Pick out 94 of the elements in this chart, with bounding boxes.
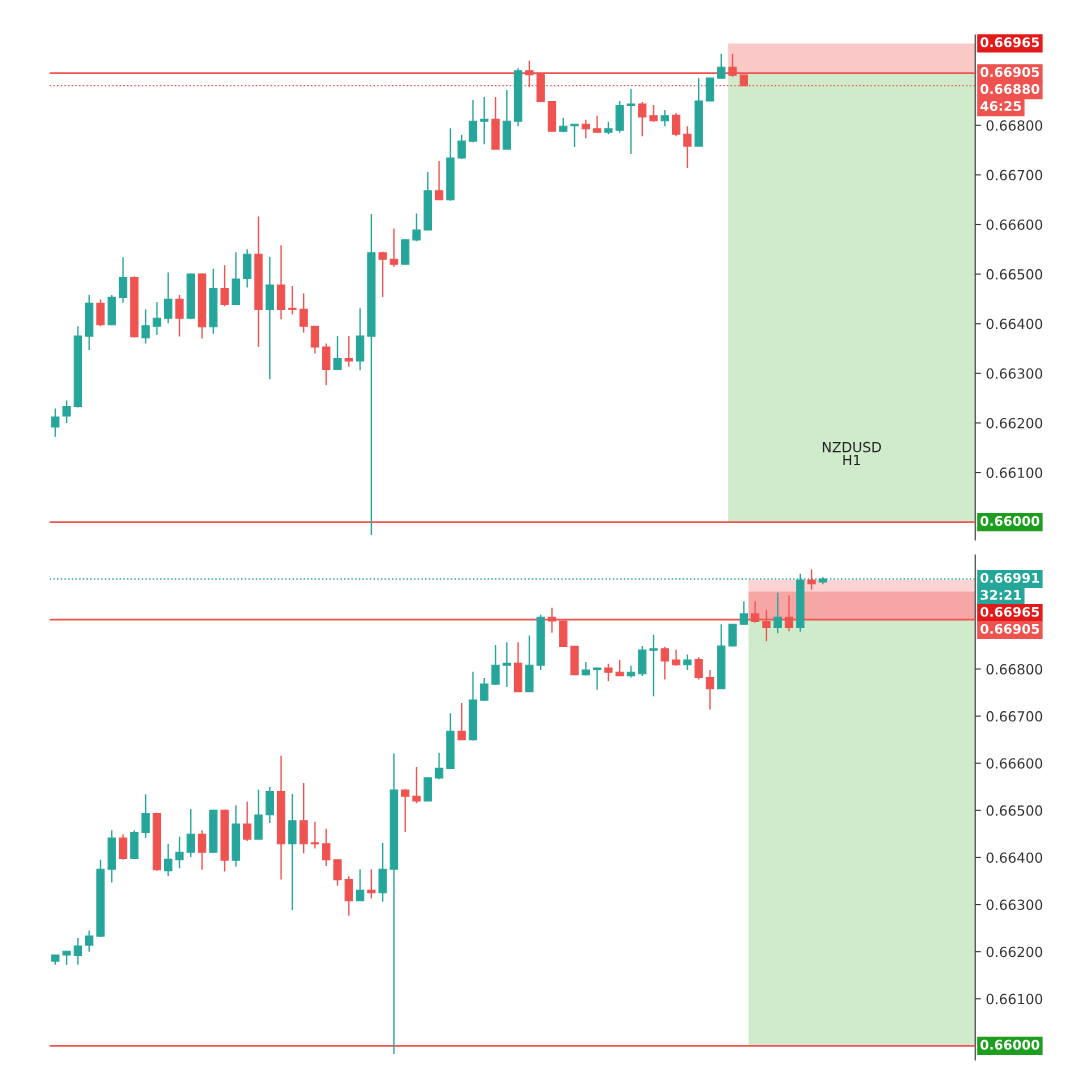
band-label: 0.66000 — [980, 515, 1040, 526]
candlestick — [638, 101, 647, 137]
y-tick-label: 0.66300 — [986, 368, 1043, 379]
candlestick — [592, 115, 602, 133]
ref-line-label: 0.66905 — [980, 623, 1040, 634]
candlestick — [333, 859, 342, 887]
candlestick — [322, 342, 331, 386]
candlestick — [671, 649, 681, 667]
candlestick — [322, 828, 331, 867]
y-tick-label: 0.66500 — [986, 269, 1043, 280]
candlestick — [626, 88, 636, 155]
candlestick — [570, 123, 579, 148]
candlestick — [96, 298, 105, 327]
candlestick — [344, 335, 353, 368]
candlestick — [773, 592, 782, 634]
y-tick-label: 0.66400 — [986, 852, 1043, 863]
candlestick — [480, 96, 489, 145]
candlestick — [243, 801, 252, 842]
candlestick — [457, 134, 466, 160]
candlestick — [649, 633, 658, 698]
candlestick — [175, 836, 184, 869]
candlestick — [401, 788, 410, 833]
candlestick — [288, 793, 297, 911]
candlestick — [807, 568, 816, 591]
y-tick-label: 0.66500 — [986, 805, 1043, 816]
candlestick — [265, 786, 274, 824]
candlestick — [51, 407, 60, 438]
candlestick — [118, 833, 128, 861]
ref-line-label: 0.66991 — [980, 572, 1040, 583]
candlestick — [197, 829, 207, 871]
candlestick — [333, 335, 342, 371]
candlestick — [220, 264, 229, 308]
candlestick — [378, 251, 387, 298]
candlestick — [175, 294, 184, 338]
candlestick — [412, 212, 421, 243]
y-tick-label: 0.66200 — [986, 946, 1043, 958]
candlestick — [118, 256, 128, 304]
candlestick — [468, 99, 478, 143]
candlestick — [141, 793, 150, 839]
candlestick — [141, 308, 150, 345]
y-tick-label: 0.66700 — [986, 711, 1043, 722]
candlestick — [638, 645, 647, 677]
candlestick — [434, 752, 444, 780]
candlestick — [164, 843, 173, 877]
candlestick — [660, 646, 670, 681]
candlestick — [73, 937, 83, 966]
candlestick — [671, 112, 681, 137]
y-tick-label: 0.66700 — [986, 169, 1043, 181]
candlestick — [62, 399, 71, 424]
band-label: 0.66965 — [980, 37, 1040, 48]
candlestick — [412, 766, 421, 804]
annotation: NZDUSD H1 — [822, 441, 881, 466]
y-tick-label: 0.66300 — [986, 899, 1043, 911]
candlestick — [423, 777, 432, 802]
candlestick — [355, 868, 365, 902]
candlestick — [705, 77, 715, 102]
y-tick-label: 0.66100 — [986, 993, 1043, 1005]
y-tick-label: 0.66800 — [986, 663, 1043, 675]
text: 32:21 — [980, 589, 1021, 600]
candlestick — [152, 301, 162, 336]
candlestick — [694, 656, 703, 681]
y-tick-label: 0.66600 — [986, 219, 1043, 230]
band-label: 0.66965 — [980, 606, 1040, 617]
candlestick — [434, 160, 444, 201]
ref-line-label: 0.66905 — [980, 67, 1040, 78]
candlestick — [288, 285, 297, 315]
text: 46:25 — [980, 101, 1021, 112]
candlestick — [491, 644, 500, 686]
candlestick — [457, 702, 466, 741]
y-tick-label: 0.66100 — [986, 467, 1043, 479]
candlestick — [592, 667, 602, 691]
y-tick-label: 0.66600 — [986, 758, 1043, 769]
candlestick — [728, 623, 737, 647]
candlestick — [299, 292, 308, 334]
candlestick — [310, 325, 320, 355]
ref-line-label: 0.66880 — [980, 84, 1040, 95]
y-tick-label: 0.66800 — [986, 120, 1043, 131]
candlestick — [389, 227, 399, 268]
candlestick — [310, 820, 320, 850]
candlestick — [717, 53, 726, 79]
band-label: 0.66000 — [980, 1039, 1040, 1050]
candlestick — [705, 669, 715, 711]
y-tick-label: 0.66200 — [986, 417, 1043, 429]
candlestick — [186, 808, 195, 858]
candlestick — [367, 868, 376, 900]
candlestick — [739, 600, 749, 625]
candlestick — [344, 875, 353, 917]
candlestick — [683, 125, 692, 169]
y-tick-label: 0.66400 — [986, 318, 1043, 330]
candlestick — [502, 641, 511, 688]
candlestick — [378, 842, 387, 903]
candlestick — [299, 782, 308, 854]
candlestick — [85, 929, 94, 953]
candlestick — [164, 271, 173, 324]
